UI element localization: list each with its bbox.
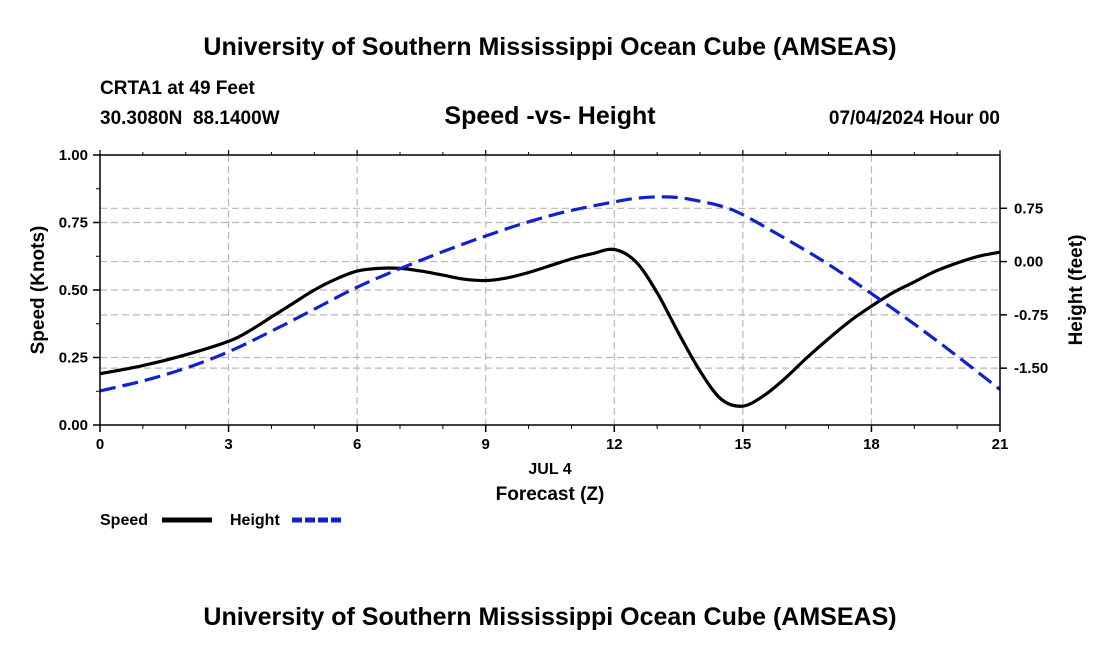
y-left-tick-label: 0.25 bbox=[59, 350, 88, 367]
y-axis-left-label: Speed (Knots) bbox=[28, 226, 49, 355]
x-tick-label: 15 bbox=[735, 436, 752, 453]
y-right-tick-label: -1.50 bbox=[1014, 360, 1048, 377]
x-tick-label: 21 bbox=[992, 436, 1009, 453]
series-line-height bbox=[99, 195, 1001, 393]
x-tick-label: 18 bbox=[863, 436, 880, 453]
x-tick-label: 12 bbox=[606, 436, 623, 453]
y-left-tick-label: 0.75 bbox=[59, 215, 88, 232]
x-date-label: JUL 4 bbox=[528, 461, 571, 478]
x-tick-label: 0 bbox=[96, 436, 104, 453]
legend-label-height: Height bbox=[230, 512, 280, 529]
chart-subtitle: Speed -vs- Height bbox=[444, 102, 656, 130]
x-tick-label: 3 bbox=[224, 436, 232, 453]
y-right-tick-label: 0.75 bbox=[1014, 200, 1043, 217]
y-left-tick-label: 0.50 bbox=[59, 282, 88, 299]
y-left-tick-label: 0.00 bbox=[59, 417, 88, 434]
x-axis-label: Forecast (Z) bbox=[496, 484, 605, 505]
series-layer bbox=[99, 195, 1001, 408]
footer-title: University of Southern Mississippi Ocean… bbox=[203, 603, 896, 631]
chart-title: University of Southern Mississippi Ocean… bbox=[203, 33, 896, 61]
y-right-tick-label: 0.00 bbox=[1014, 254, 1043, 271]
x-tick-label: 6 bbox=[353, 436, 361, 453]
y-left-tick-label: 1.00 bbox=[59, 147, 88, 164]
axis-tick-labels: 0 3 6 9 12 15 18 21 0.00 0.25 0.50 0.75 1.00 0.75 0.00… bbox=[59, 147, 1048, 453]
y-right-tick-label: -0.75 bbox=[1014, 307, 1048, 324]
y-axis-right-label: Height (feet) bbox=[1066, 235, 1087, 346]
x-tick-label: 9 bbox=[482, 436, 490, 453]
legend-label-speed: Speed bbox=[100, 512, 148, 529]
forecast-datetime: 07/04/2024 Hour 00 bbox=[829, 108, 1000, 129]
series-line-speed bbox=[99, 247, 1001, 408]
chart-legend: Speed Height bbox=[100, 512, 342, 529]
station-label: CRTA1 at 49 Feet bbox=[100, 78, 256, 99]
axis-ticks bbox=[93, 150, 1007, 432]
grid-lines bbox=[100, 155, 1000, 425]
station-coordinates: 30.3080N 88.1400W bbox=[100, 108, 280, 129]
